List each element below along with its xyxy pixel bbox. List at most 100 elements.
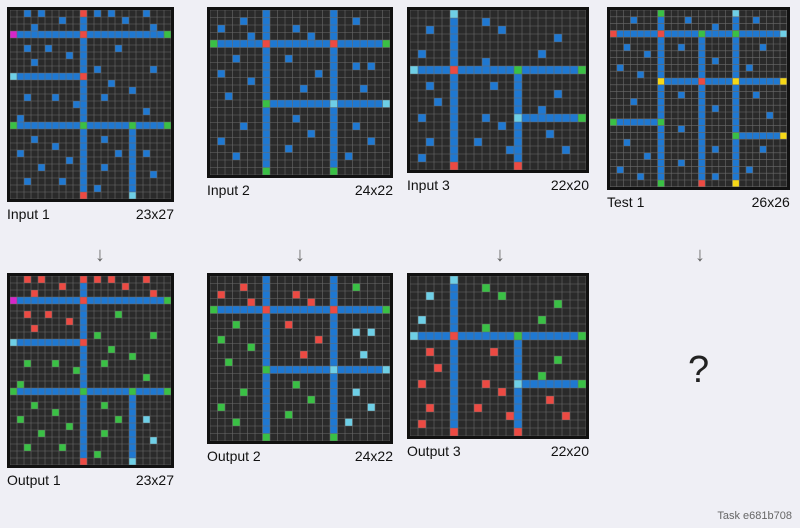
- line-cell: [262, 336, 270, 344]
- line-cell: [450, 26, 458, 34]
- line-cell: [80, 94, 87, 101]
- grid-caption: Output 1 23x27: [7, 472, 174, 488]
- line-cell: [300, 40, 308, 48]
- line-cell: [554, 66, 562, 74]
- arrow-down-icon: ↓: [695, 244, 705, 266]
- line-cell: [360, 366, 368, 374]
- line-cell: [442, 332, 450, 340]
- line-cell: [732, 112, 740, 119]
- cell-green: [59, 444, 66, 451]
- cell-red: [657, 30, 665, 38]
- line-cell: [514, 356, 522, 364]
- cell-blue: [746, 64, 753, 72]
- line-cell: [450, 420, 458, 428]
- cell-blue: [490, 82, 498, 90]
- line-cell: [59, 122, 66, 129]
- line-cell: [45, 31, 52, 38]
- cell-red: [315, 336, 323, 344]
- line-cell: [514, 90, 522, 98]
- line-cell: [637, 30, 644, 38]
- line-cell: [705, 78, 712, 85]
- line-cell: [129, 136, 136, 143]
- line-cell: [657, 146, 665, 153]
- cell-green: [52, 409, 59, 416]
- grid-output-3: [407, 273, 589, 439]
- line-cell: [262, 152, 270, 160]
- cell-blue: [746, 166, 753, 174]
- line-cell: [522, 114, 530, 122]
- line-cell: [657, 139, 665, 146]
- line-cell: [450, 18, 458, 26]
- line-cell: [87, 297, 94, 304]
- line-cell: [562, 114, 570, 122]
- line-cell: [450, 348, 458, 356]
- line-cell: [225, 40, 233, 48]
- cell-cyan: [10, 73, 17, 80]
- cell-blue: [101, 94, 108, 101]
- line-cell: [73, 339, 80, 346]
- line-cell: [766, 78, 774, 85]
- line-cell: [746, 78, 753, 85]
- cell-green: [657, 118, 665, 126]
- line-cell: [129, 430, 136, 437]
- line-cell: [217, 40, 225, 48]
- grid-label: Test 1: [607, 193, 645, 210]
- line-cell: [262, 55, 270, 63]
- cell-red: [307, 298, 315, 306]
- line-cell: [375, 40, 383, 48]
- line-cell: [307, 306, 315, 314]
- cell-cyan: [367, 328, 375, 336]
- line-cell: [277, 306, 285, 314]
- line-cell: [698, 112, 706, 119]
- line-cell: [262, 381, 270, 389]
- line-cell: [38, 31, 45, 38]
- line-cell: [562, 66, 570, 74]
- line-cell: [732, 105, 740, 112]
- line-cell: [554, 380, 562, 388]
- line-cell: [322, 306, 330, 314]
- line-cell: [240, 306, 248, 314]
- line-cell: [87, 388, 94, 395]
- line-cell: [80, 402, 87, 409]
- line-cell: [122, 31, 129, 38]
- line-cell: [337, 306, 345, 314]
- cell-blue: [66, 157, 73, 164]
- cell-green: [94, 332, 101, 339]
- line-cell: [732, 98, 740, 106]
- line-cell: [80, 101, 87, 108]
- cell-blue: [482, 58, 490, 66]
- line-cell: [80, 136, 87, 143]
- cell-red: [300, 351, 308, 359]
- line-cell: [262, 130, 270, 138]
- line-cell: [450, 356, 458, 364]
- line-cell: [315, 100, 323, 108]
- line-cell: [752, 30, 760, 38]
- cell-blue: [292, 115, 300, 123]
- line-cell: [262, 115, 270, 123]
- line-cell: [732, 23, 740, 31]
- line-cell: [262, 62, 270, 70]
- line-cell: [315, 40, 323, 48]
- line-cell: [538, 66, 546, 74]
- line-cell: [150, 31, 157, 38]
- cell-blue: [31, 59, 38, 66]
- line-cell: [232, 306, 240, 314]
- cell-blue: [630, 16, 638, 24]
- line-cell: [546, 66, 554, 74]
- cell-red: [80, 192, 87, 199]
- line-cell: [698, 139, 706, 146]
- line-cell: [73, 388, 80, 395]
- cell-yellow: [780, 132, 787, 140]
- cell-blue: [616, 166, 624, 174]
- cell-red: [418, 380, 426, 388]
- cell-green: [330, 167, 338, 175]
- line-cell: [330, 418, 338, 426]
- line-cell: [262, 137, 270, 145]
- line-cell: [718, 78, 726, 85]
- cell-blue: [150, 24, 157, 31]
- cell-green: [17, 381, 24, 388]
- line-cell: [360, 306, 368, 314]
- line-cell: [52, 339, 59, 346]
- grid-size: 23x27: [135, 206, 174, 222]
- cell-green: [482, 324, 490, 332]
